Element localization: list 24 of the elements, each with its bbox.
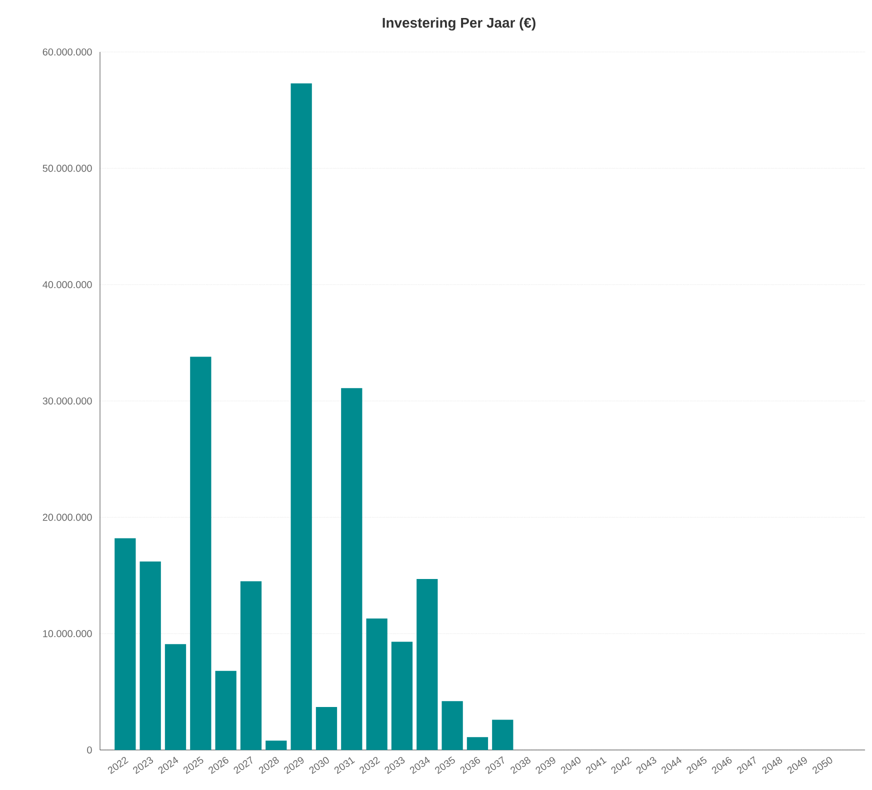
bar — [140, 562, 161, 750]
bar — [442, 701, 463, 750]
y-tick-label: 10.000.000 — [43, 630, 92, 638]
y-tick-label: 50.000.000 — [42, 164, 92, 172]
bar — [341, 388, 362, 750]
bar — [366, 618, 388, 750]
bar — [266, 740, 287, 750]
bar — [290, 83, 312, 750]
y-tick-label: 60.000.000 — [42, 48, 92, 56]
bar — [215, 670, 236, 750]
chart-title: Investering Per Jaar (€) — [382, 17, 536, 31]
y-tick-label: 20.000.000 — [42, 514, 92, 521]
bar — [316, 706, 338, 750]
bar — [391, 642, 413, 750]
bar — [466, 737, 488, 750]
bar — [190, 356, 212, 750]
bar — [164, 644, 186, 750]
y-tick-label: 30.000.000 — [42, 397, 92, 405]
y-tick-label: 0 — [87, 746, 92, 754]
bar — [114, 538, 136, 750]
bar — [492, 720, 514, 750]
bar — [416, 578, 438, 750]
y-tick-label: 40.000.000 — [42, 281, 92, 288]
bar — [240, 581, 262, 750]
